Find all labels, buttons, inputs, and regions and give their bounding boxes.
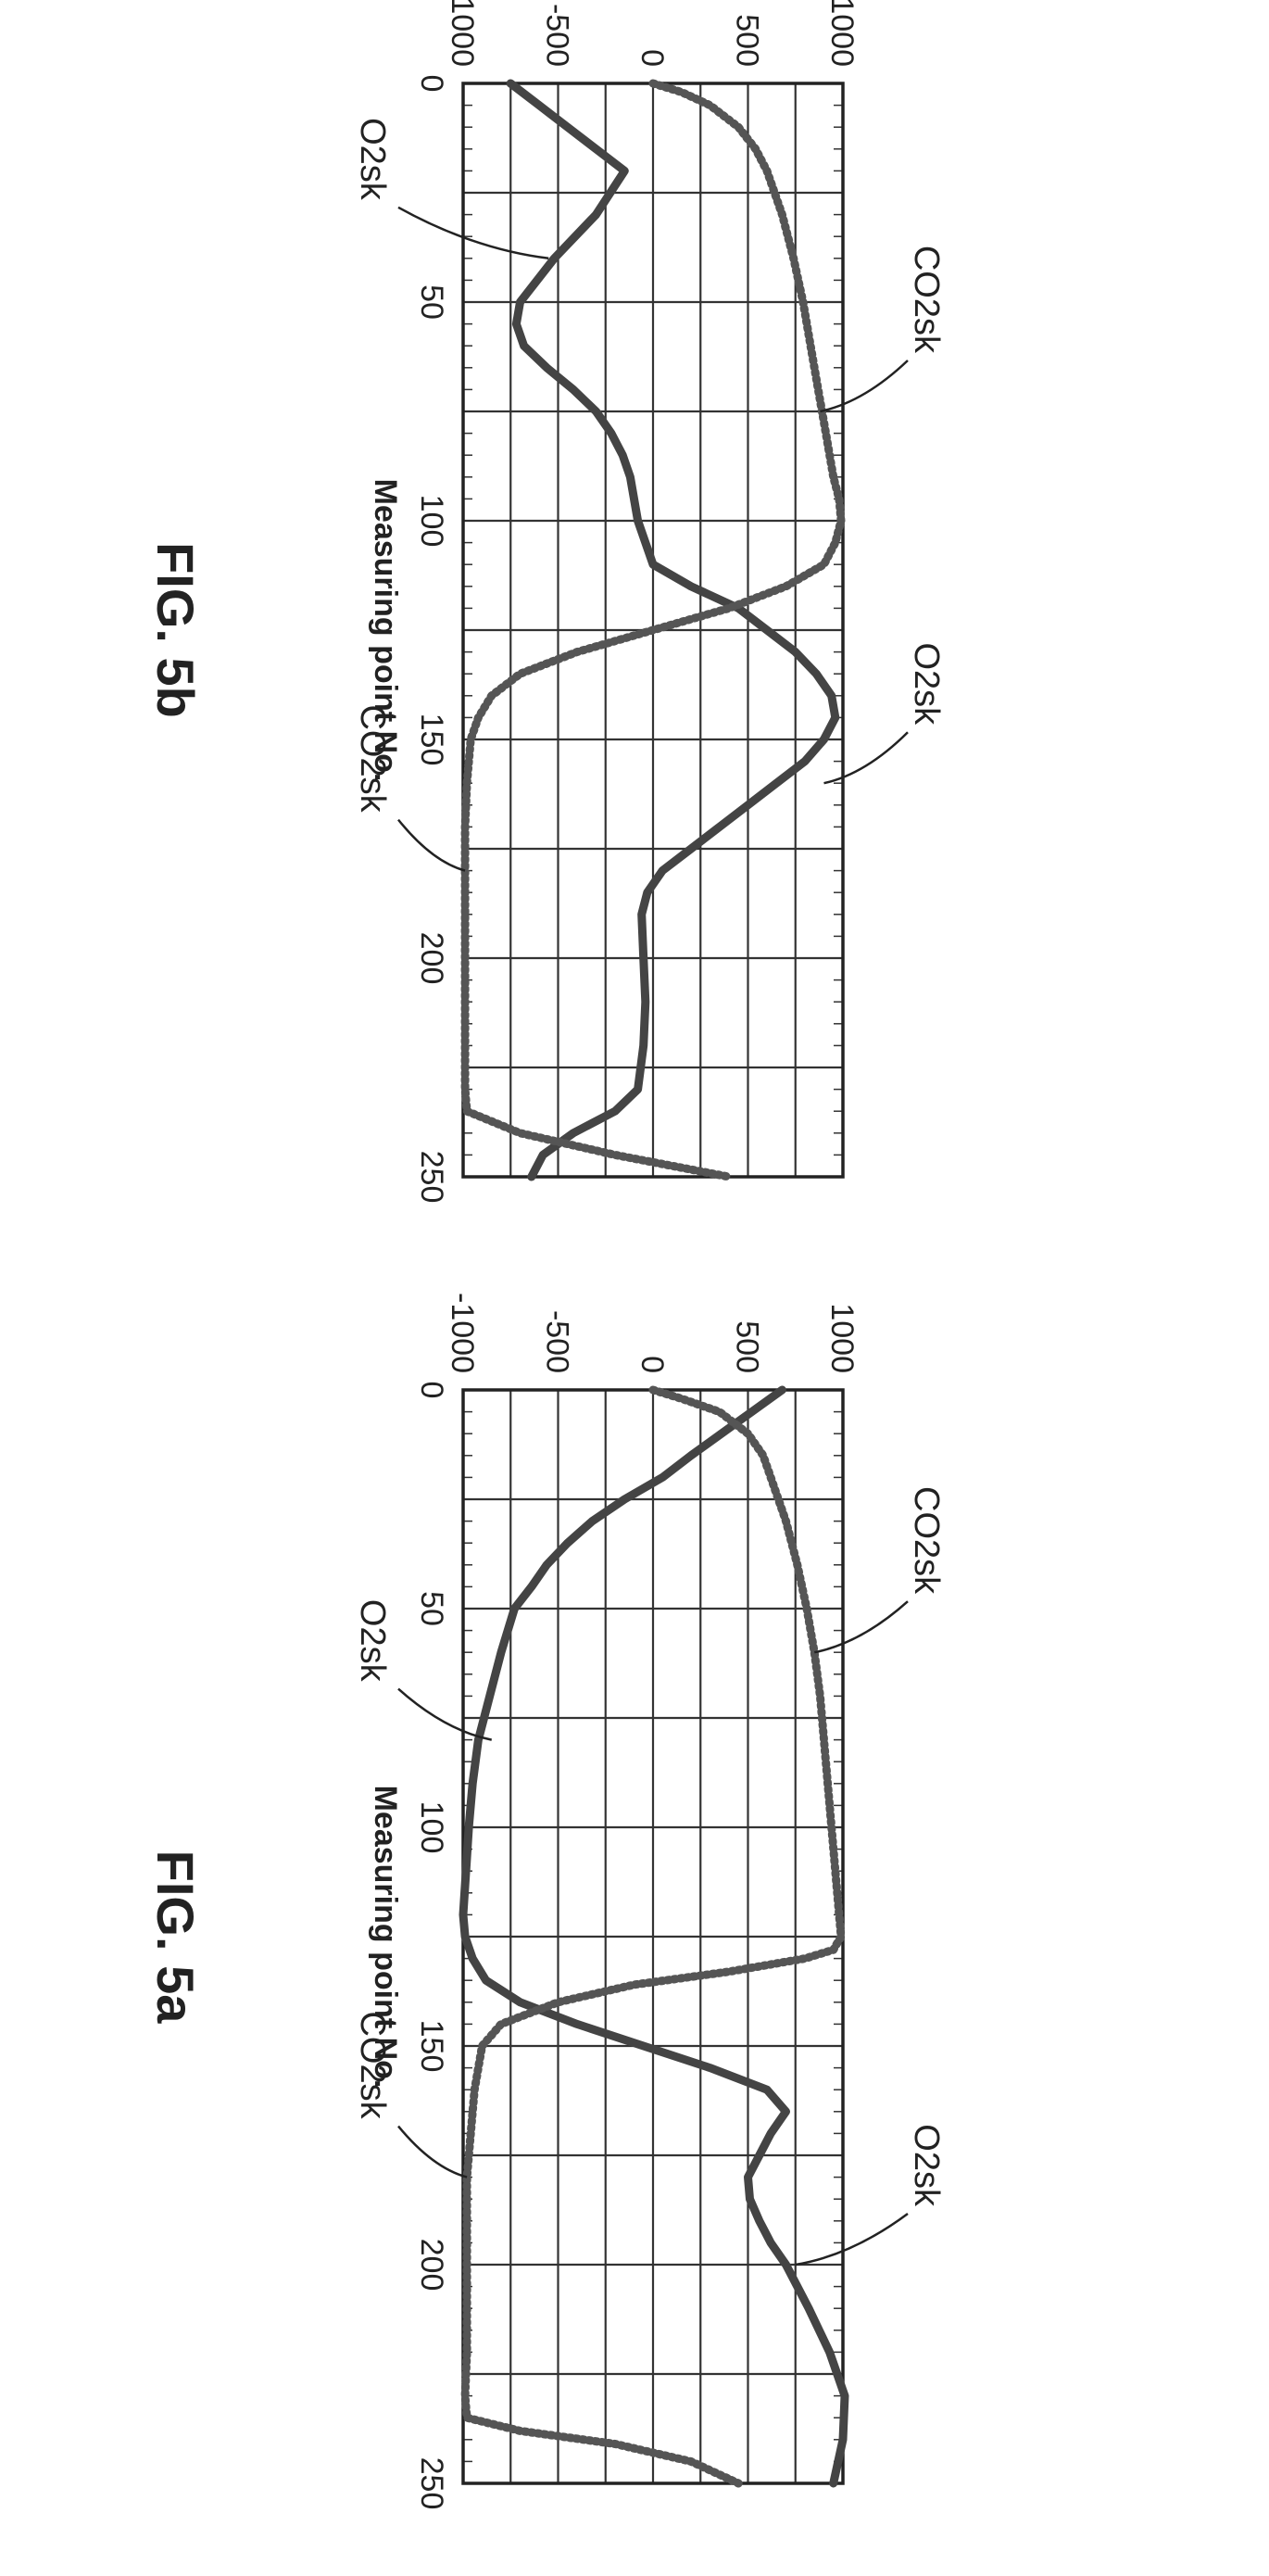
chart-2-x-tick-label: 100 — [414, 495, 449, 548]
chart-2-annotation-leader — [397, 818, 466, 872]
chart-2-x-axis-title: Measuring point No. — [368, 479, 403, 782]
chart-2-y-tick-label: -1000 — [445, 0, 480, 67]
chart-1-y-tick-label: 500 — [730, 1320, 765, 1373]
chart-2-annotation-leader — [397, 206, 549, 260]
chart-1-y-tick-label: -500 — [540, 1310, 575, 1373]
chart-2-x-tick-label: 50 — [414, 284, 449, 320]
chart-1-annotation-leader — [397, 2125, 468, 2178]
chart-1-x-tick-label: 0 — [414, 1382, 449, 1399]
chart-2-annotation-label: CO2sk — [907, 246, 946, 354]
chart-2-annotation-label: O2sk — [353, 118, 392, 201]
chart-1-y-tick-label: 1000 — [824, 1303, 860, 1373]
chart-1-annotation-label: CO2sk — [907, 1486, 946, 1595]
chart-1-figure-label: FIG. 5a — [146, 1850, 205, 2025]
chart-2-series-o2sk — [506, 79, 840, 1181]
chart-2-annotation-leader — [820, 360, 909, 413]
chart-1-group: 0 50 100 150 200 250 1000 500 0 -500 -1000 Measurin… — [146, 1293, 946, 2509]
chart-1-x-tick-label: 150 — [414, 2020, 449, 2073]
chart-2-x-tick-label: 0 — [414, 75, 449, 93]
chart-1-x-tick-label: 50 — [414, 1591, 449, 1626]
chart-2-y-tick-label: 0 — [634, 49, 670, 67]
chart-1-annotation-label: O2sk — [353, 1599, 392, 1683]
chart-1-x-tick-label: 100 — [414, 1801, 449, 1854]
chart-1-x-axis-title: Measuring point No. — [368, 1786, 403, 2089]
chart-2-series-co2sk — [460, 79, 846, 1181]
chart-1-x-tick-label: 250 — [414, 2457, 449, 2510]
chart-1-annotation-leader — [795, 2212, 909, 2267]
chart-2-x-tick-label: 200 — [414, 932, 449, 985]
chart-1-annotation-label: CO2sk — [353, 2011, 392, 2119]
chart-1-x-tick-label: 200 — [414, 2239, 449, 2292]
chart-2-annotation-leader — [823, 731, 909, 785]
chart-2-annotation-label: O2sk — [907, 642, 946, 726]
chart-2-x-tick-label: 250 — [414, 1151, 449, 1204]
chart-2-y-tick-label: 1000 — [824, 0, 860, 67]
chart-1-annotation-leader — [814, 1600, 909, 1654]
chart-2-group: 0 50 100 150 200 250 1000 500 0 -500 -1000 Measurin… — [146, 0, 946, 1203]
chart-2-annotation-label: CO2sk — [353, 704, 392, 813]
chart-2-y-tick-label: -500 — [540, 4, 575, 67]
chart-2-x-tick-label: 150 — [414, 713, 449, 766]
chart-1-y-tick-label: -1000 — [445, 1293, 480, 1373]
chart-2-figure-label: FIG. 5b — [146, 542, 205, 718]
chart-1-y-tick-label: 0 — [634, 1356, 670, 1373]
chart-2-y-tick-label: 500 — [730, 14, 765, 67]
chart-1-annotation-label: O2sk — [907, 2124, 946, 2207]
chart-1-series-o2sk — [459, 1385, 849, 2488]
chart-1-series-co2sk — [460, 1385, 846, 2488]
chart-1-annotation-leader — [397, 1687, 492, 1741]
